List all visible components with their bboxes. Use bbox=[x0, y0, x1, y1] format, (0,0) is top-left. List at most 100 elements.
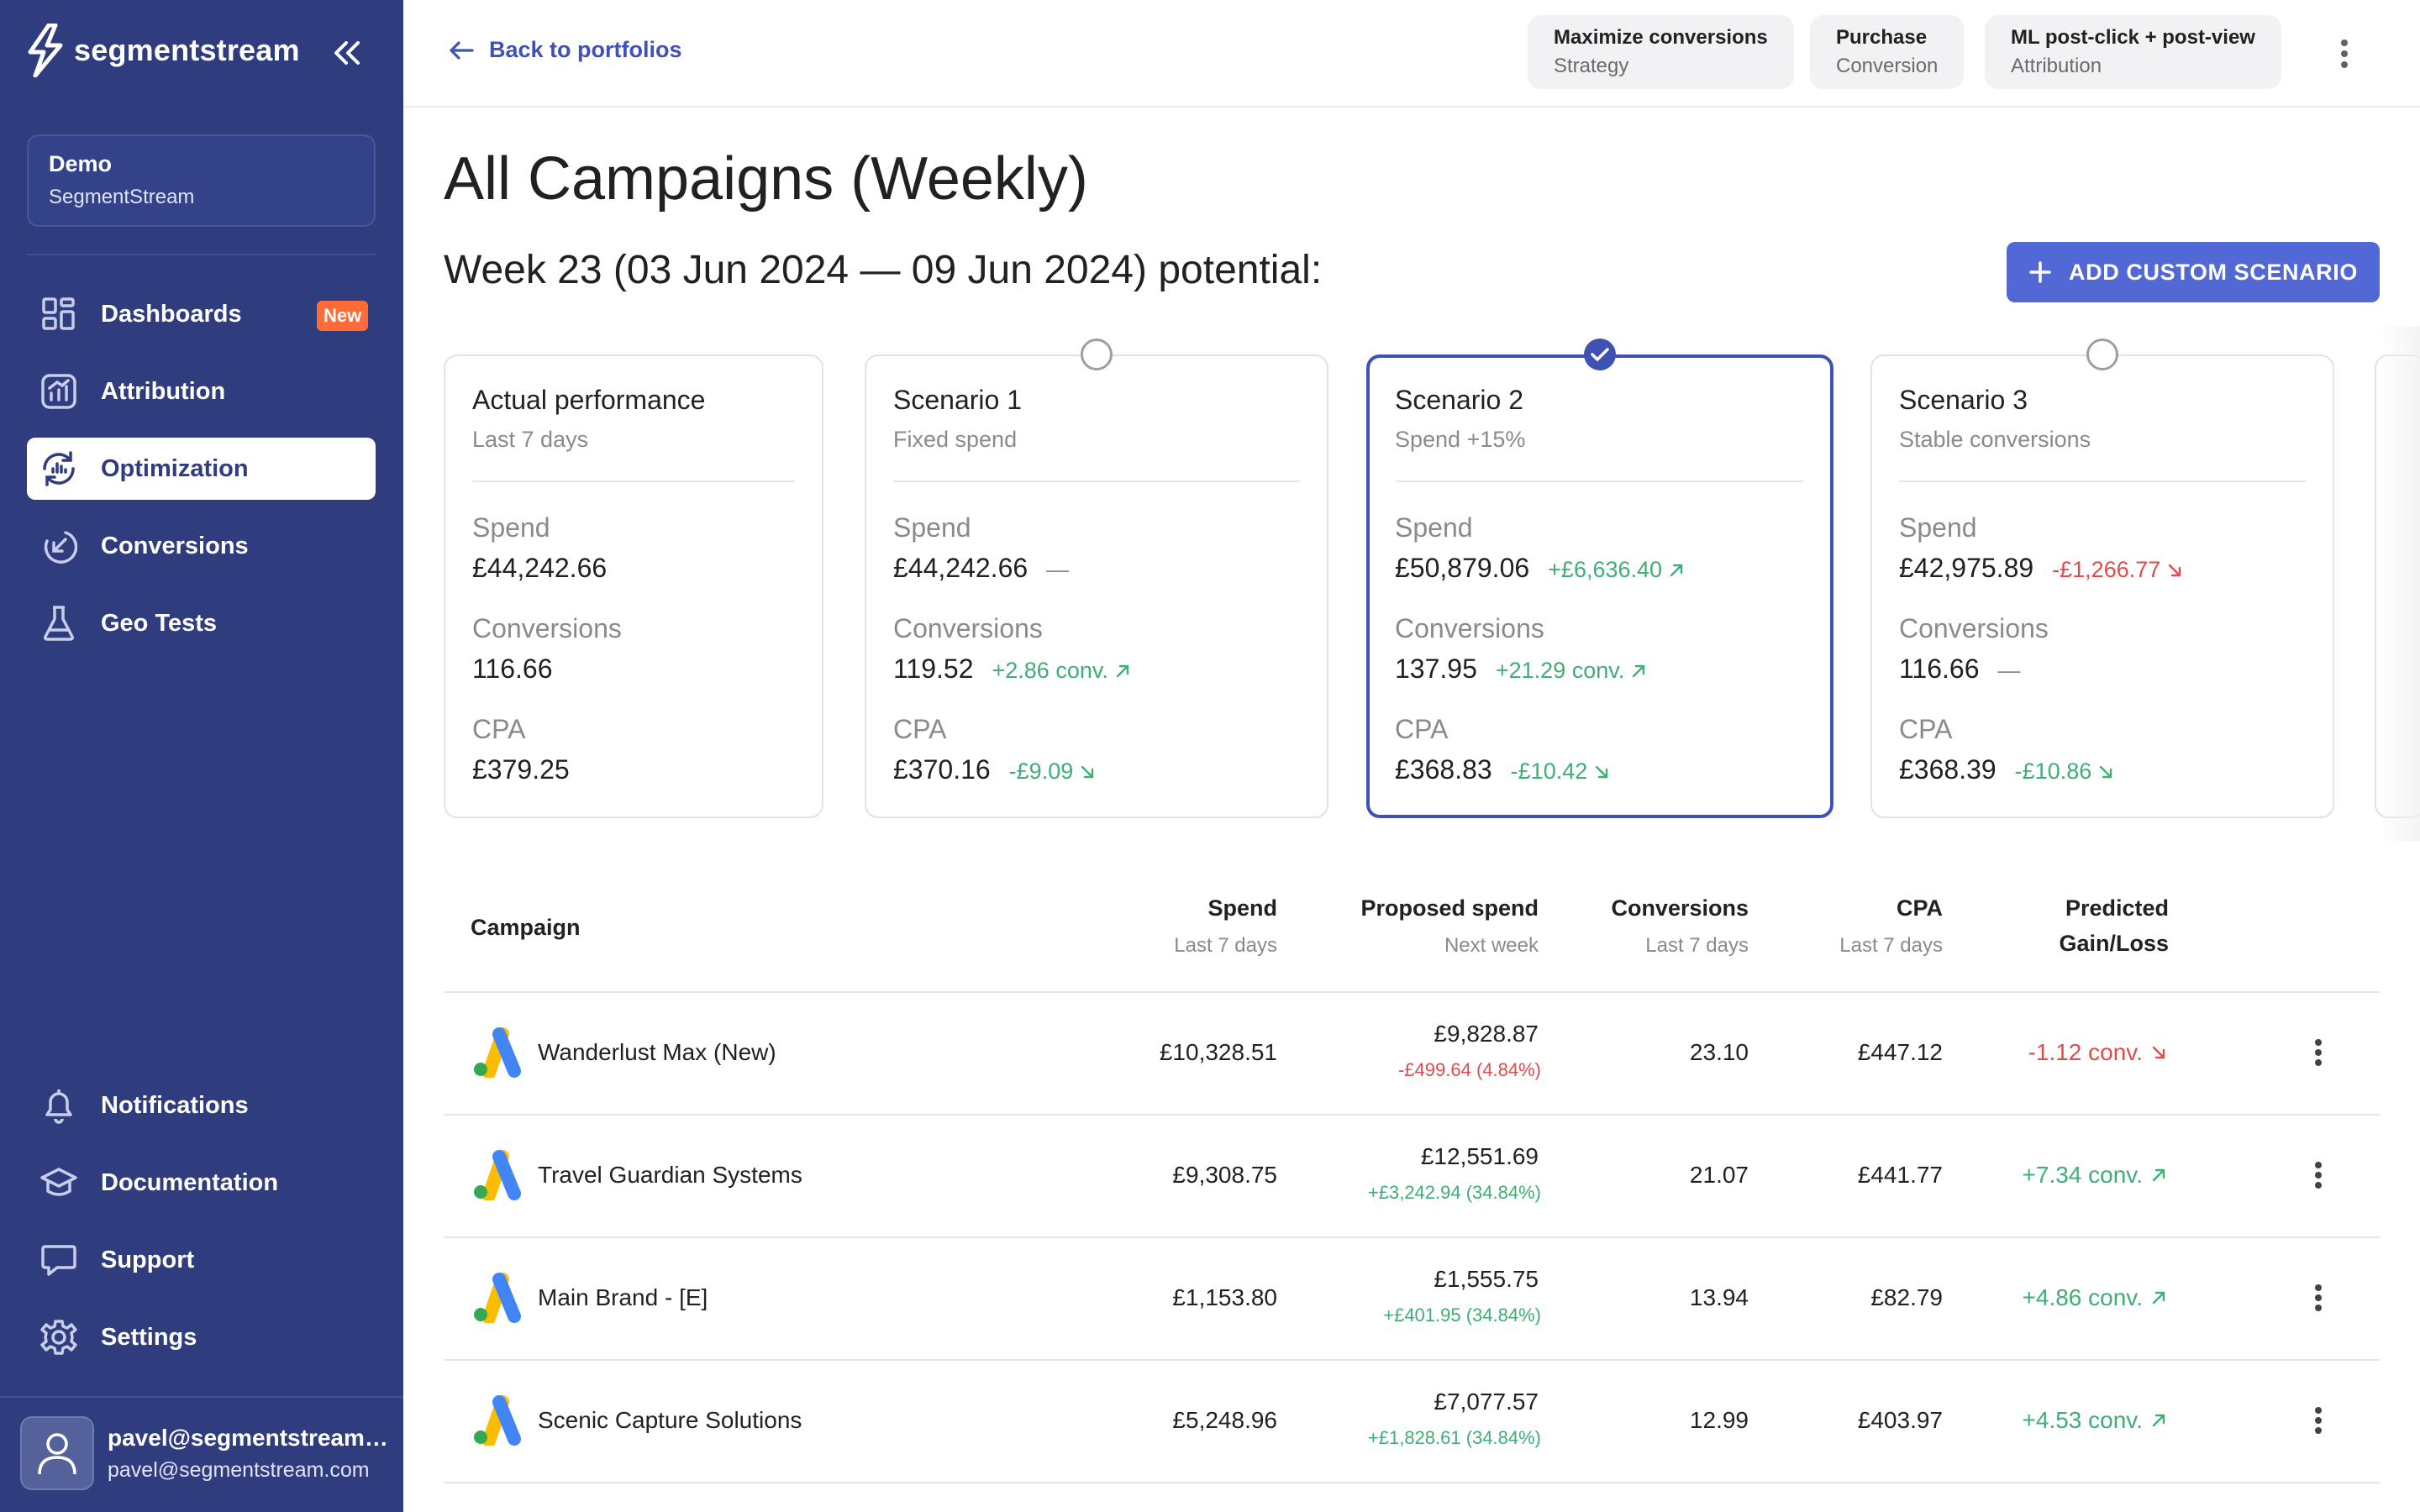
logo-text: segmentstream bbox=[74, 33, 300, 67]
table-header-divider bbox=[444, 991, 2380, 993]
more-options-button[interactable] bbox=[2324, 34, 2365, 74]
arrow-down-right-icon bbox=[2169, 564, 2181, 576]
arrow-up-right-icon bbox=[1116, 664, 1129, 677]
conversions-value: 116.66 bbox=[472, 654, 553, 684]
kebab-menu-icon bbox=[2315, 1039, 2322, 1066]
arrow-down-right-icon bbox=[1081, 765, 1094, 778]
sidebar-item-conversions[interactable]: Conversions bbox=[27, 515, 376, 577]
cpa-delta: -£9.09 bbox=[1009, 759, 1096, 785]
sidebar-item-optimization[interactable]: Optimization bbox=[27, 438, 376, 500]
graduation-cap-icon bbox=[39, 1163, 79, 1203]
kebab-menu-icon bbox=[2315, 1162, 2322, 1189]
row-more-options-button[interactable] bbox=[2299, 1033, 2338, 1072]
scenario-radio-checked[interactable] bbox=[1584, 339, 1616, 370]
attribution-chart-icon bbox=[39, 371, 79, 412]
scenario-radio[interactable] bbox=[2086, 339, 2118, 370]
col-header-proposed-sub: Next week bbox=[1444, 934, 1539, 957]
collapse-sidebar-button[interactable] bbox=[328, 34, 366, 72]
col-header-predicted[interactable]: Predicted bbox=[2065, 895, 2169, 921]
new-badge: New bbox=[317, 301, 369, 331]
spend-value: £42,975.89 -£1,266.77 bbox=[1899, 553, 2182, 584]
conversions-value: 116.66— bbox=[1899, 654, 2021, 684]
col-header-proposed-spend[interactable]: Proposed spend bbox=[1360, 895, 1539, 921]
scenario-divider bbox=[1899, 480, 2306, 482]
logo[interactable]: segmentstream bbox=[25, 24, 300, 77]
scenario-card-2[interactable]: Scenario 2 Spend +15% Spend £50,879.06 +£… bbox=[1366, 354, 1833, 818]
spend-label: Spend bbox=[472, 512, 550, 543]
strategy-chip[interactable]: Maximize conversions Strategy bbox=[1528, 15, 1794, 89]
workspace-org: SegmentStream bbox=[49, 186, 195, 208]
scenario-title: Scenario 2 bbox=[1395, 385, 1523, 415]
arrow-left-icon bbox=[450, 40, 474, 60]
col-header-conversions-sub: Last 7 days bbox=[1645, 934, 1749, 957]
campaign-name[interactable]: Travel Guardian Systems bbox=[538, 1162, 802, 1188]
scenario-radio[interactable] bbox=[1081, 339, 1113, 370]
sidebar-item-notifications[interactable]: Notifications bbox=[27, 1074, 376, 1137]
top-bar: Back to portfolios Maximize conversions … bbox=[403, 0, 2420, 108]
user-icon bbox=[38, 1433, 76, 1475]
campaign-name[interactable]: Scenic Capture Solutions bbox=[538, 1407, 802, 1433]
arrow-up-right-icon bbox=[1633, 664, 1645, 677]
chip-title: Purchase bbox=[1836, 26, 1928, 49]
spend-value: £50,879.06 +£6,636.40 bbox=[1395, 553, 1684, 584]
cpa-label: CPA bbox=[893, 714, 947, 744]
add-custom-scenario-button[interactable]: ADD CUSTOM SCENARIO bbox=[2007, 242, 2380, 302]
google-ads-icon bbox=[474, 1027, 521, 1078]
user-profile[interactable]: pavel@segmentstream.com pavel@segmentstr… bbox=[20, 1416, 389, 1490]
attribution-chip[interactable]: ML post-click + post-view Attribution bbox=[1985, 15, 2281, 89]
scenario-card-0[interactable]: Actual performance Last 7 days Spend £44… bbox=[444, 354, 823, 818]
scenario-divider bbox=[893, 480, 1300, 482]
row-more-options-button[interactable] bbox=[2299, 1401, 2338, 1440]
scenario-card-1[interactable]: Scenario 1 Fixed spend Spend £44,242.66—… bbox=[865, 354, 1328, 818]
spend-label: Spend bbox=[1899, 512, 1977, 543]
predicted-gain-cell: +4.53 conv. bbox=[2023, 1407, 2166, 1434]
user-name: pavel@segmentstream.com bbox=[108, 1424, 389, 1451]
sidebar-item-attribution[interactable]: Attribution bbox=[27, 360, 376, 423]
scroll-fade bbox=[2378, 326, 2420, 842]
col-header-campaign[interactable]: Campaign bbox=[471, 915, 581, 940]
workspace-switcher[interactable]: Demo SegmentStream bbox=[27, 134, 376, 227]
row-more-options-button[interactable] bbox=[2299, 1278, 2338, 1317]
conversions-delta: +21.29 conv. bbox=[1496, 658, 1646, 684]
sidebar-item-geo-tests[interactable]: Geo Tests bbox=[27, 592, 376, 654]
spend-value: £44,242.66— bbox=[893, 553, 1070, 583]
spend-cell: £10,328.51 bbox=[1159, 1039, 1277, 1065]
user-email: pavel@segmentstream.com bbox=[108, 1457, 370, 1482]
col-header-cpa[interactable]: CPA bbox=[1896, 895, 1943, 921]
google-ads-icon bbox=[474, 1150, 521, 1200]
sidebar-item-support[interactable]: Support bbox=[27, 1229, 376, 1291]
row-more-options-button[interactable] bbox=[2299, 1156, 2338, 1194]
proposed-spend-delta: +£1,828.61 (34.84%) bbox=[1367, 1427, 1541, 1448]
sidebar-item-label: Notifications bbox=[101, 1091, 249, 1119]
cpa-value: £368.83 -£10.42 bbox=[1395, 754, 1609, 785]
campaign-name[interactable]: Main Brand - [E] bbox=[538, 1284, 708, 1310]
sidebar-item-documentation[interactable]: Documentation bbox=[27, 1152, 376, 1214]
campaign-name[interactable]: Wanderlust Max (New) bbox=[538, 1039, 776, 1065]
flask-icon bbox=[39, 603, 79, 643]
chip-subtitle: Attribution bbox=[2011, 55, 2102, 77]
sidebar-item-settings[interactable]: Settings bbox=[27, 1306, 376, 1368]
arrow-up-right-icon bbox=[2152, 1414, 2165, 1427]
kebab-menu-icon bbox=[2315, 1407, 2322, 1434]
proposed-spend-cell: £12,551.69 bbox=[1420, 1143, 1539, 1169]
spend-value: £44,242.66 bbox=[472, 553, 608, 583]
cpa-cell: £441.77 bbox=[1857, 1162, 1943, 1188]
conversions-cell: 12.99 bbox=[1689, 1407, 1749, 1433]
conversion-chip[interactable]: Purchase Conversion bbox=[1810, 15, 1965, 89]
sidebar-item-dashboards[interactable]: Dashboards New bbox=[27, 283, 376, 345]
chip-subtitle: Strategy bbox=[1554, 55, 1629, 77]
col-header-spend[interactable]: Spend bbox=[1207, 895, 1277, 921]
proposed-spend-delta: +£3,242.94 (34.84%) bbox=[1367, 1182, 1541, 1203]
cpa-cell: £403.97 bbox=[1857, 1407, 1943, 1433]
conversions-label: Conversions bbox=[893, 613, 1043, 643]
conversions-value: 137.95 +21.29 conv. bbox=[1395, 654, 1646, 685]
col-header-conversions[interactable]: Conversions bbox=[1611, 895, 1749, 921]
double-chevron-left-icon bbox=[334, 41, 360, 65]
cpa-label: CPA bbox=[1395, 714, 1449, 744]
scenario-title: Scenario 3 bbox=[1899, 385, 2028, 415]
kebab-menu-icon bbox=[2315, 1284, 2322, 1311]
scenario-card-3[interactable]: Scenario 3 Stable conversions Spend £42,… bbox=[1870, 354, 2334, 818]
back-to-portfolios-link[interactable]: Back to portfolios bbox=[449, 37, 682, 63]
cpa-delta: -£10.86 bbox=[2015, 759, 2114, 785]
chip-subtitle: Conversion bbox=[1836, 55, 1939, 77]
